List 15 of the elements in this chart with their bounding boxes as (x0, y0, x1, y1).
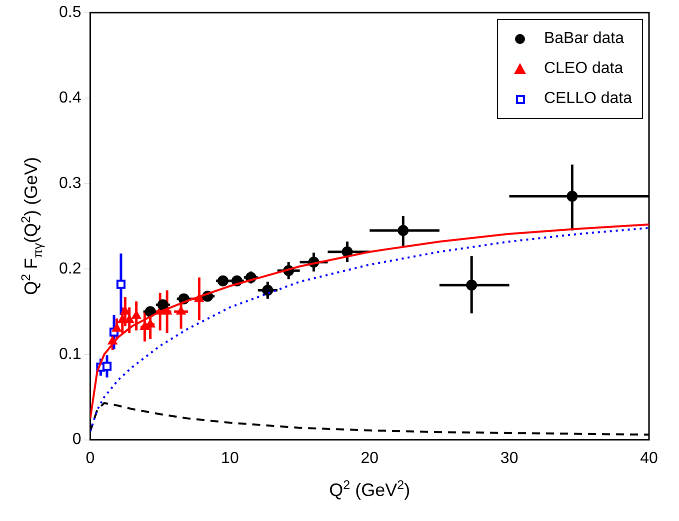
x-tick-label: 0 (86, 450, 95, 467)
y-tick-label: 0.5 (58, 4, 82, 22)
y-tick-label: 0.1 (58, 346, 82, 363)
x-tick-label: 40 (640, 450, 658, 467)
x-tick-label: 20 (360, 450, 379, 467)
x-axis-title: Q$^{2}$ (GeV$^{2}$) (328, 478, 412, 501)
legend-label: BaBar data (544, 30, 624, 48)
y-tick-label: 0.4 (58, 89, 82, 106)
legend-label: CLEO data (544, 60, 624, 78)
x-tick-label: 10 (221, 450, 239, 467)
y-tick-label: 0.3 (58, 174, 82, 192)
y-tick-label: 0 (72, 431, 82, 448)
legend-label: CELLO data (544, 90, 632, 108)
x-tick-label: 30 (500, 450, 518, 467)
y-tick-label: 0.2 (58, 260, 82, 278)
